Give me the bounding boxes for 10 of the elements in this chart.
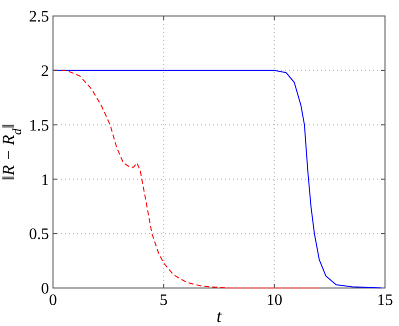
y-tick-label: 0.5 bbox=[29, 226, 49, 244]
y-tick-label: 0 bbox=[41, 280, 49, 298]
y-tick-label: 2.5 bbox=[29, 8, 49, 26]
x-tick-label: 15 bbox=[377, 292, 393, 309]
y-tick-label: 1.5 bbox=[29, 117, 49, 134]
x-axis-title: t bbox=[216, 306, 222, 326]
y-tick-label: 1 bbox=[41, 172, 49, 189]
x-tick-label: 10 bbox=[266, 292, 282, 309]
y-tick-label: 2 bbox=[41, 63, 49, 80]
x-tick-label: 5 bbox=[160, 292, 168, 309]
